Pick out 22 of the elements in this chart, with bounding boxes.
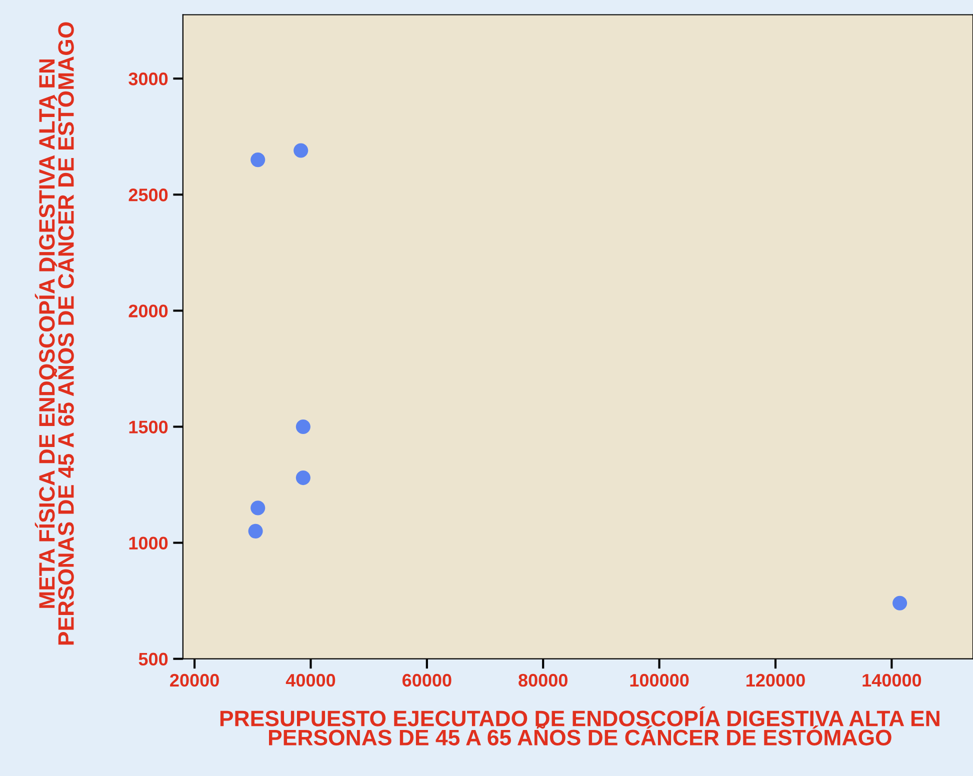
point [294,143,308,158]
x-tick-label: 80000 [518,674,568,687]
y-tick-label: 1000 [129,536,168,550]
x-tick-label: 100000 [630,674,689,687]
x-tick-label: 20000 [170,674,219,687]
point [892,596,908,610]
y-tick-label: 1500 [129,420,168,434]
y-tick-label: 2000 [128,304,168,318]
x-axis-title: PRESUPUESTO EJECUTADO DE ENDOSCOPÍA DIGESTIVA ALTA EN PERSONAS DE 45 A 65 AÑOS DE CÁNCER DE ESTÓMAGO [220,706,940,746]
point [296,419,310,434]
x-tick-label: 40000 [286,674,336,687]
point [296,470,310,486]
y-tick-label: 500 [138,652,168,666]
y-tick-label: 3000 [128,72,168,86]
y-axis-title: META FÍSICA DE ENDOSCOPÍA DIGESTIVA ALTA EN PERSONAS DE 45 A 65 AÑOS DE CÁNCER DE ESTÓMAGO [34,22,74,645]
x-tick-label: 60000 [402,674,452,687]
point [248,524,263,538]
point [250,152,266,168]
x-tick-label: 120000 [746,674,805,687]
x-tick-label: 140000 [862,674,922,687]
y-tick-label: 2500 [128,188,168,202]
point [250,500,266,516]
